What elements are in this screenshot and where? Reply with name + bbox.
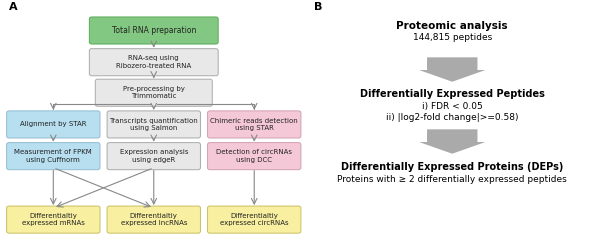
Text: RNA-seq using
Ribozero-treated RNA: RNA-seq using Ribozero-treated RNA — [116, 55, 191, 69]
FancyBboxPatch shape — [107, 206, 200, 233]
Text: Proteins with ≥ 2 differentially expressed peptides: Proteins with ≥ 2 differentially express… — [337, 175, 567, 184]
FancyBboxPatch shape — [7, 206, 100, 233]
Text: i) FDR < 0.05: i) FDR < 0.05 — [422, 102, 482, 111]
Text: Alignment by STAR: Alignment by STAR — [20, 122, 87, 127]
FancyBboxPatch shape — [207, 111, 301, 138]
FancyBboxPatch shape — [107, 111, 200, 138]
FancyBboxPatch shape — [89, 17, 218, 44]
FancyBboxPatch shape — [207, 206, 301, 233]
FancyBboxPatch shape — [107, 142, 200, 170]
FancyBboxPatch shape — [89, 49, 218, 76]
FancyBboxPatch shape — [95, 79, 212, 106]
Text: ii) |log2-fold change|>=0.58): ii) |log2-fold change|>=0.58) — [386, 113, 519, 122]
Text: Chimeric reads detection
using STAR: Chimeric reads detection using STAR — [210, 118, 298, 131]
FancyBboxPatch shape — [7, 111, 100, 138]
Text: Total RNA preparation: Total RNA preparation — [112, 26, 196, 35]
Polygon shape — [419, 57, 485, 82]
Text: A: A — [9, 2, 17, 12]
Text: Pre-processing by
Trimmomatic: Pre-processing by Trimmomatic — [123, 86, 185, 100]
Text: Expression analysis
using edgeR: Expression analysis using edgeR — [119, 149, 188, 163]
Text: Differentialtiy
expressed lncRNAs: Differentialtiy expressed lncRNAs — [121, 213, 187, 226]
FancyBboxPatch shape — [7, 142, 100, 170]
Text: Measurement of FPKM
using Cuffnorm: Measurement of FPKM using Cuffnorm — [14, 149, 92, 163]
Text: Differentialtiy
expressed mRNAs: Differentialtiy expressed mRNAs — [22, 213, 85, 226]
Text: Differentialtiy
expressed circRNAs: Differentialtiy expressed circRNAs — [220, 213, 289, 226]
Text: 144,815 peptides: 144,815 peptides — [412, 33, 492, 42]
Text: Detection of circRNAs
using DCC: Detection of circRNAs using DCC — [216, 149, 292, 163]
Text: Transcripts quantification
using Salmon: Transcripts quantification using Salmon — [109, 118, 198, 131]
Text: Differentially Expressed Proteins (DEPs): Differentially Expressed Proteins (DEPs) — [341, 162, 563, 172]
FancyBboxPatch shape — [207, 142, 301, 170]
Text: Proteomic analysis: Proteomic analysis — [396, 21, 508, 30]
Polygon shape — [419, 129, 485, 154]
Text: Differentially Expressed Peptides: Differentially Expressed Peptides — [360, 89, 545, 99]
Text: B: B — [314, 2, 322, 12]
